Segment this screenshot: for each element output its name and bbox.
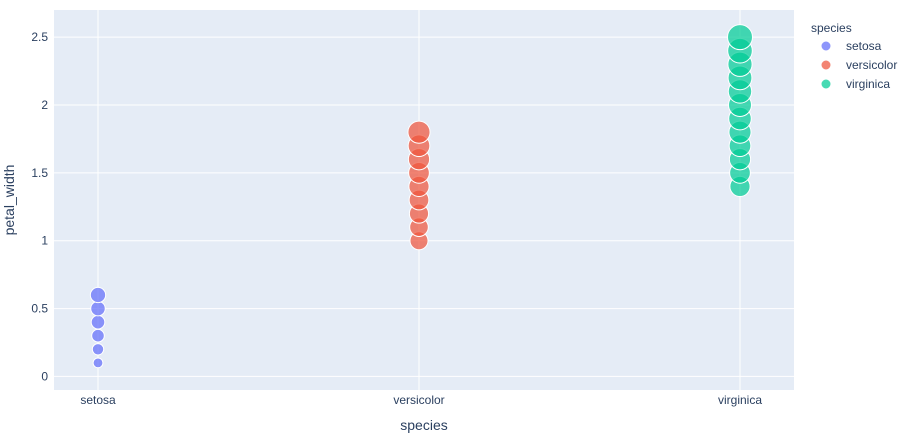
legend-label-virginica[interactable]: virginica — [846, 77, 890, 91]
x-tick-label: setosa — [80, 393, 116, 407]
legend-title: species — [811, 21, 852, 35]
data-point-setosa[interactable] — [92, 357, 104, 369]
legend-marker-setosa — [820, 40, 832, 52]
legend-marker-virginica — [820, 78, 832, 90]
y-tick-label: 2.5 — [31, 30, 48, 44]
legend-label-setosa[interactable]: setosa — [846, 39, 882, 53]
y-tick-label: 1 — [41, 234, 48, 248]
x-tick-label: virginica — [718, 393, 762, 407]
markers — [89, 24, 753, 369]
y-axis-title: petal_width — [1, 165, 17, 236]
axes: 0 0.5 1 1.5 2 2.5 setosa versicolor virginica — [31, 30, 762, 407]
data-point-setosa[interactable] — [91, 343, 105, 356]
legend-marker-versicolor — [820, 59, 832, 71]
y-tick-label: 0.5 — [31, 302, 48, 316]
data-point-setosa[interactable] — [90, 314, 106, 330]
data-point-virginica[interactable] — [727, 24, 753, 51]
y-tick-label: 2 — [41, 98, 48, 112]
y-tick-label: 1.5 — [31, 166, 48, 180]
data-point-setosa[interactable] — [90, 300, 106, 317]
data-point-setosa[interactable] — [91, 328, 105, 343]
y-tick-label: 0 — [41, 369, 48, 383]
legend: species setosa versicolor virginica — [811, 21, 897, 91]
data-point-setosa[interactable] — [89, 286, 107, 304]
x-tick-label: versicolor — [393, 393, 444, 407]
data-point-versicolor[interactable] — [407, 120, 431, 144]
legend-label-versicolor[interactable]: versicolor — [846, 58, 897, 72]
x-axis-title: species — [400, 417, 447, 433]
